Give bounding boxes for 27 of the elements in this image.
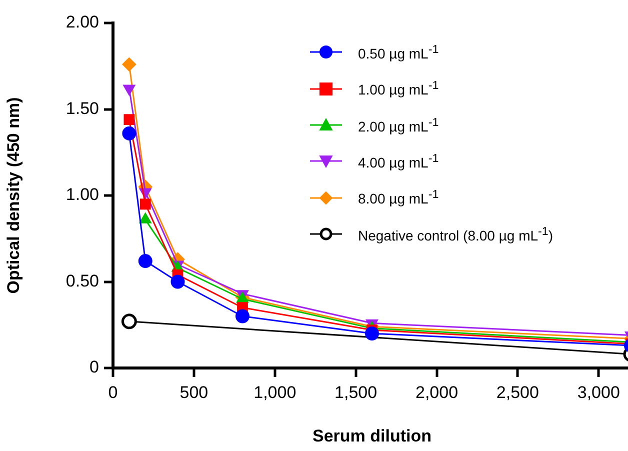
x-tick-label: 3,000 bbox=[577, 382, 620, 402]
x-tick-label: 2,000 bbox=[415, 382, 458, 402]
x-tick-label: 0 bbox=[108, 382, 118, 402]
point bbox=[170, 274, 185, 289]
point bbox=[122, 126, 136, 140]
legend-label: Negative control (8.00 µg mL$^{-1}$) bbox=[358, 224, 554, 244]
y-tick-label: 1.00 bbox=[66, 185, 99, 204]
legend-label: 1.00 µg mL$^{-1}$ bbox=[358, 79, 439, 98]
y-tick-label: 0.50 bbox=[66, 271, 99, 290]
legend-label: 4.00 µg mL$^{-1}$ bbox=[358, 152, 439, 171]
y-tick-label: 0 bbox=[90, 358, 99, 377]
y-tick-label: 2.00 bbox=[66, 12, 99, 32]
x-tick-label: 500 bbox=[180, 382, 208, 402]
legend-label: 2.00 µg mL$^{-1}$ bbox=[358, 116, 439, 134]
point bbox=[138, 254, 152, 268]
x-tick-label: 2,500 bbox=[496, 382, 539, 402]
point bbox=[236, 309, 250, 324]
point bbox=[122, 57, 136, 72]
x-tick-label: 1,000 bbox=[254, 382, 296, 402]
y-tick-label: 1.50 bbox=[66, 98, 99, 118]
y-axis-title: Optical density (450 nm) bbox=[4, 97, 23, 294]
point bbox=[124, 114, 135, 126]
x-axis-title: Serum dilution bbox=[312, 426, 432, 446]
x-tick-label: 1,500 bbox=[334, 382, 378, 402]
point bbox=[140, 198, 151, 210]
legend-label: 0.50 µg mL$^{-1}$ bbox=[358, 42, 439, 62]
legend-label: 8.00 µg mL$^{-1}$ bbox=[358, 188, 439, 208]
